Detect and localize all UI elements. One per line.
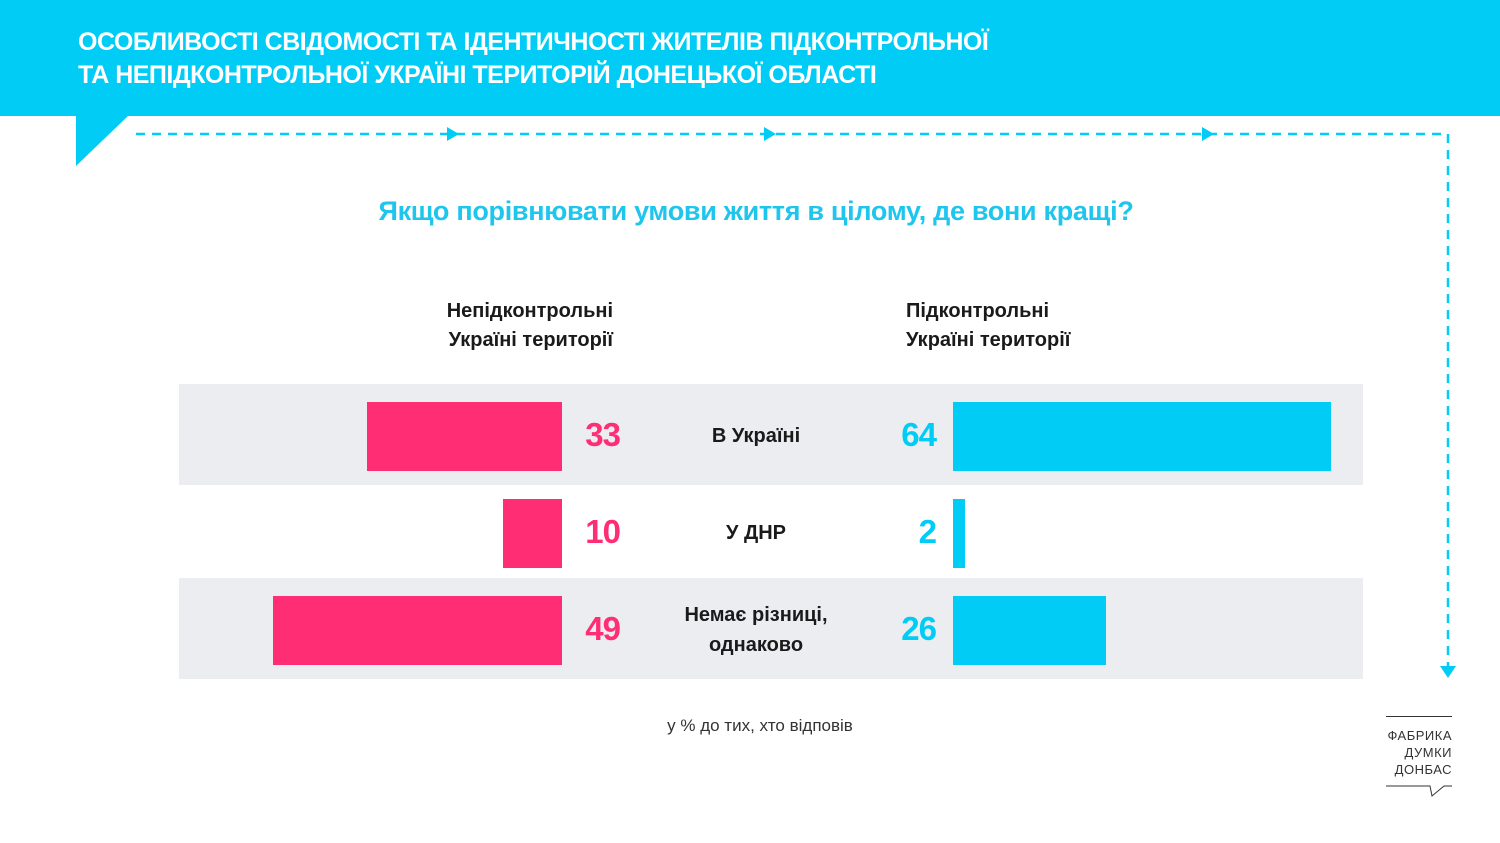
header-banner: ОСОБЛИВОСТІ СВІДОМОСТІ ТА ІДЕНТИЧНОСТІ Ж… <box>0 0 1500 116</box>
logo-text: ФАБРИКА ДУМКИ ДОНБАС <box>1386 727 1452 778</box>
logo-speech-tail-icon <box>1386 785 1452 797</box>
category-label: У ДНР <box>656 518 856 548</box>
series-label-left-line-2: Україні території <box>448 329 613 351</box>
unit-note: у % до тих, хто відповів <box>667 716 853 735</box>
logo-text-line-1: ФАБРИКА <box>1387 728 1452 743</box>
arrow-right-icon <box>1202 127 1214 141</box>
series-label-right-line-1: Підконтрольні <box>906 300 1050 322</box>
header-tail-shape <box>76 116 128 166</box>
series-label-left-line-1: Непідконтрольні <box>446 300 613 322</box>
logo: ФАБРИКА ДУМКИ ДОНБАС <box>1386 716 1452 798</box>
value-label-right: 26 <box>901 610 937 647</box>
bar-left <box>367 402 562 471</box>
category-label: В Україні <box>656 421 856 451</box>
category-label-line: однаково <box>708 634 804 656</box>
value-label-left: 10 <box>585 513 621 550</box>
page-title: ОСОБЛИВОСТІ СВІДОМОСТІ ТА ІДЕНТИЧНОСТІ Ж… <box>78 26 1078 92</box>
logo-text-line-2: ДУМКИ <box>1404 745 1452 760</box>
value-label-left: 33 <box>585 416 621 453</box>
arrow-right-icon <box>764 127 776 141</box>
logo-text-line-3: ДОНБАС <box>1394 762 1452 777</box>
category-label: Немає різниці, однаково <box>656 600 856 660</box>
arrow-down-icon <box>1440 666 1456 678</box>
logo-top-line <box>1386 716 1452 717</box>
chart-title: Якщо порівнювати умови життя в цілому, д… <box>378 196 1134 226</box>
series-label-left: Непідконтрольні Україні території <box>360 297 613 355</box>
series-label-right-line-2: Україні території <box>906 329 1071 351</box>
arrow-right-icon <box>447 127 459 141</box>
bar-left <box>273 596 562 665</box>
series-label-right: Підконтрольні Україні території <box>906 297 1206 355</box>
value-label-right: 2 <box>918 513 937 550</box>
bar-left <box>503 499 562 568</box>
page-title-line-2: ТА НЕПІДКОНТРОЛЬНОЇ УКРАЇНІ ТЕРИТОРІЙ ДО… <box>78 61 877 89</box>
category-label-line: В Україні <box>711 425 801 447</box>
page-title-line-1: ОСОБЛИВОСТІ СВІДОМОСТІ ТА ІДЕНТИЧНОСТІ Ж… <box>78 28 989 56</box>
value-label-left: 49 <box>585 610 621 647</box>
bar-right <box>953 596 1106 665</box>
bar-right <box>953 402 1331 471</box>
category-label-line: У ДНР <box>725 522 787 544</box>
category-label-line: Немає різниці, <box>684 604 828 626</box>
value-label-right: 64 <box>901 416 937 453</box>
bar-right <box>953 499 965 568</box>
